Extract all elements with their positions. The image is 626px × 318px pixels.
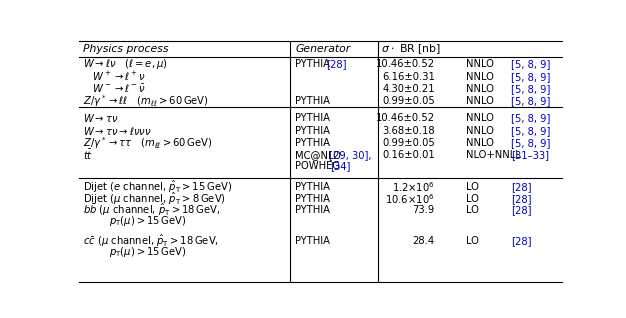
Text: [5, 8, 9]: [5, 8, 9] <box>511 59 551 69</box>
Text: Dijet ($e$ channel, $\hat{p}_\mathrm{T} > 15\,\mathrm{GeV}$): Dijet ($e$ channel, $\hat{p}_\mathrm{T} … <box>83 179 232 195</box>
Text: PYTHIA: PYTHIA <box>295 236 330 246</box>
Text: $p_\mathrm{T}(\mu) > 15\,\mathrm{GeV}$): $p_\mathrm{T}(\mu) > 15\,\mathrm{GeV}$) <box>110 214 187 228</box>
Text: NLO+NNLL: NLO+NNLL <box>466 150 521 160</box>
Text: PYTHIA: PYTHIA <box>295 138 330 148</box>
Text: $Z/\gamma^* \rightarrow \ell\ell \quad (m_{\ell\ell} > 60\,\mathrm{GeV})$: $Z/\gamma^* \rightarrow \ell\ell \quad (… <box>83 93 208 109</box>
Text: 3.68±0.18: 3.68±0.18 <box>382 126 435 136</box>
Text: LO: LO <box>466 194 480 204</box>
Text: LO: LO <box>466 205 480 215</box>
Text: $W \rightarrow \tau\nu \rightarrow \ell\nu\nu\nu$: $W \rightarrow \tau\nu \rightarrow \ell\… <box>83 125 151 137</box>
Text: $p_\mathrm{T}(\mu) > 15\,\mathrm{GeV}$): $p_\mathrm{T}(\mu) > 15\,\mathrm{GeV}$) <box>110 245 187 259</box>
Text: NNLO: NNLO <box>466 84 495 94</box>
Text: 10.46±0.52: 10.46±0.52 <box>376 114 435 123</box>
Text: [28]: [28] <box>511 182 532 192</box>
Text: 0.99±0.05: 0.99±0.05 <box>382 96 435 106</box>
Text: POWHEG: POWHEG <box>295 161 344 171</box>
Text: 0.16±0.01: 0.16±0.01 <box>382 150 435 160</box>
Text: 4.30±0.21: 4.30±0.21 <box>382 84 435 94</box>
Text: PYTHIA: PYTHIA <box>295 182 330 192</box>
Text: LO: LO <box>466 236 480 246</box>
Text: [5, 8, 9]: [5, 8, 9] <box>511 84 551 94</box>
Text: PYTHIA: PYTHIA <box>295 96 330 106</box>
Text: 6.16±0.31: 6.16±0.31 <box>382 72 435 82</box>
Text: PYTHIA: PYTHIA <box>295 205 330 215</box>
Text: $\sigma\cdot$ BR [nb]: $\sigma\cdot$ BR [nb] <box>381 42 441 56</box>
Text: [5, 8, 9]: [5, 8, 9] <box>511 114 551 123</box>
Text: [34]: [34] <box>331 161 351 171</box>
Text: [28]: [28] <box>511 205 532 215</box>
Text: PYTHIA: PYTHIA <box>295 114 330 123</box>
Text: [31–33]: [31–33] <box>511 150 550 160</box>
Text: $\quad W^- \rightarrow \ell^-\bar{\nu}$: $\quad W^- \rightarrow \ell^-\bar{\nu}$ <box>83 83 145 95</box>
Text: PYTHIA: PYTHIA <box>295 59 333 69</box>
Text: [28]: [28] <box>511 194 532 204</box>
Text: 0.99±0.05: 0.99±0.05 <box>382 138 435 148</box>
Text: $c\bar{c}$ ($\mu$ channel, $\hat{p}_\mathrm{T} > 18\,\mathrm{GeV}$,: $c\bar{c}$ ($\mu$ channel, $\hat{p}_\mat… <box>83 232 218 249</box>
Text: NNLO: NNLO <box>466 72 495 82</box>
Text: PYTHIA: PYTHIA <box>295 126 330 136</box>
Text: NNLO: NNLO <box>466 96 495 106</box>
Text: 10.46±0.52: 10.46±0.52 <box>376 59 435 69</box>
Text: [28]: [28] <box>326 59 346 69</box>
Text: [5, 8, 9]: [5, 8, 9] <box>511 138 551 148</box>
Text: MC@NLO: MC@NLO <box>295 150 344 160</box>
Text: 73.9: 73.9 <box>413 205 435 215</box>
Text: $1.2{\times}10^6$: $1.2{\times}10^6$ <box>393 180 435 194</box>
Text: $t\bar{t}$: $t\bar{t}$ <box>83 148 93 162</box>
Text: Physics process: Physics process <box>83 44 168 54</box>
Text: $W \rightarrow \tau\nu$: $W \rightarrow \tau\nu$ <box>83 113 118 124</box>
Text: $\quad W^+ \rightarrow \ell^+\nu$: $\quad W^+ \rightarrow \ell^+\nu$ <box>83 70 145 83</box>
Text: [5, 8, 9]: [5, 8, 9] <box>511 72 551 82</box>
Text: [5, 8, 9]: [5, 8, 9] <box>511 96 551 106</box>
Text: NNLO: NNLO <box>466 138 495 148</box>
Text: $b\bar{b}$ ($\mu$ channel, $\hat{p}_\mathrm{T} > 18\,\mathrm{GeV}$,: $b\bar{b}$ ($\mu$ channel, $\hat{p}_\mat… <box>83 202 220 218</box>
Text: NNLO: NNLO <box>466 126 495 136</box>
Text: $Z/\gamma^* \rightarrow \tau\tau \quad (m_{\ell\ell} > 60\,\mathrm{GeV})$: $Z/\gamma^* \rightarrow \tau\tau \quad (… <box>83 135 212 151</box>
Text: NNLO: NNLO <box>466 114 495 123</box>
Text: Generator: Generator <box>295 44 351 54</box>
Text: [5, 8, 9]: [5, 8, 9] <box>511 126 551 136</box>
Text: [29, 30],: [29, 30], <box>329 150 372 160</box>
Text: NNLO: NNLO <box>466 59 495 69</box>
Text: $W \rightarrow \ell\nu \quad (\ell = e, \mu)$: $W \rightarrow \ell\nu \quad (\ell = e, … <box>83 57 167 71</box>
Text: PYTHIA: PYTHIA <box>295 194 330 204</box>
Text: 28.4: 28.4 <box>413 236 435 246</box>
Text: [28]: [28] <box>511 236 532 246</box>
Text: LO: LO <box>466 182 480 192</box>
Text: Dijet ($\mu$ channel, $\hat{p}_\mathrm{T} > 8\,\mathrm{GeV}$): Dijet ($\mu$ channel, $\hat{p}_\mathrm{T… <box>83 191 225 207</box>
Text: $10.6{\times}10^6$: $10.6{\times}10^6$ <box>386 192 435 206</box>
